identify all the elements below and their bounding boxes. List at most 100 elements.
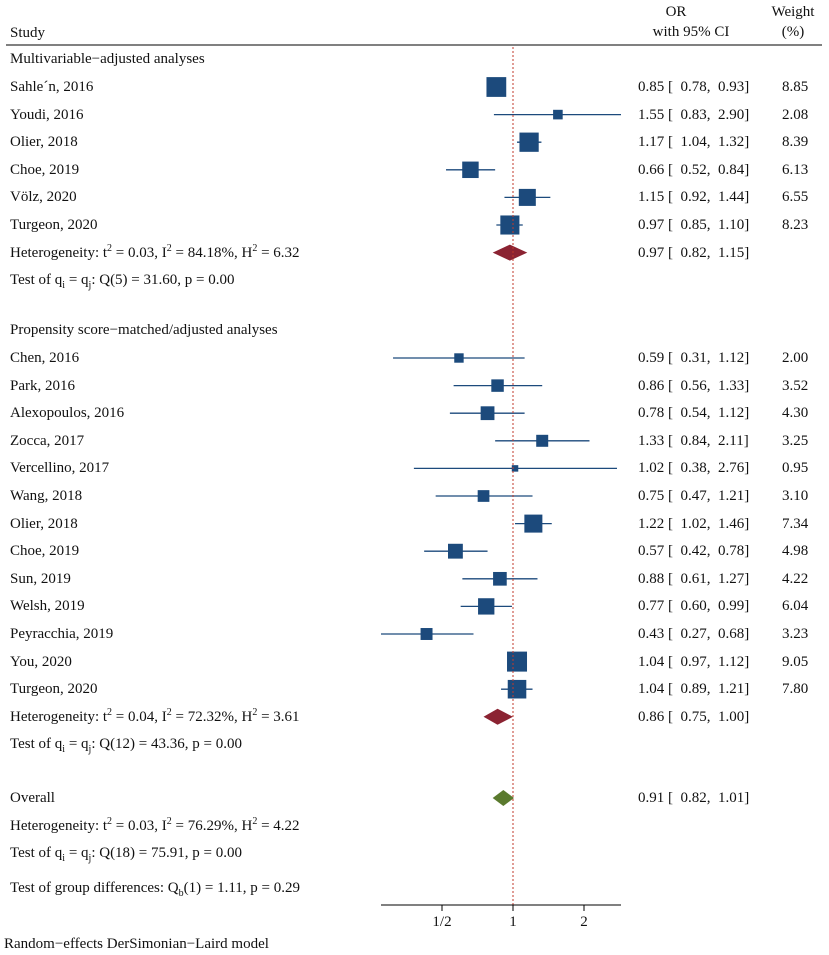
overall-summary-or-ci: 0.91 [ 0.82, 1.01] xyxy=(638,790,750,806)
group-1-study-4-weight: 6.13 xyxy=(782,161,809,178)
group-2-study-8-or-ci: 0.57 [ 0.42, 0.78] xyxy=(638,543,750,560)
group-2-study-3-or-ci: 0.78 [ 0.54, 1.12] xyxy=(638,405,750,422)
group-1-study-1-box xyxy=(486,77,507,97)
group-2-study-8-box xyxy=(448,543,463,559)
group-2-study-10-weight: 6.04 xyxy=(782,598,809,615)
group-differences-test: Test of group differences: Qb(1) = 1.11,… xyxy=(10,880,300,899)
group-2-study-4-weight: 3.25 xyxy=(782,432,809,449)
header-weight: Weight xyxy=(771,4,815,20)
group-2-study-7-name: Olier, 2018 xyxy=(10,515,78,532)
overall-label: Overall xyxy=(10,790,55,806)
header-or: OR xyxy=(665,4,687,20)
group-1-study-6-name: Turgeon, 2020 xyxy=(10,217,98,233)
group-2-study-4-or-ci: 1.33 [ 0.84, 2.11] xyxy=(638,432,749,449)
group-2-study-4-box xyxy=(536,434,549,447)
group-2-study-12-box xyxy=(507,651,528,672)
group-2-study-13-weight: 7.80 xyxy=(782,681,809,698)
group-1-study-2-box xyxy=(553,109,563,120)
group-2-study-12-or-ci: 1.04 [ 0.97, 1.12] xyxy=(638,653,750,670)
group-1-summary-or-ci: 0.97 [ 0.82, 1.15] xyxy=(638,244,750,261)
group-2-study-7-weight: 7.34 xyxy=(782,515,809,532)
group-2-study-7-box xyxy=(524,514,543,533)
group-2-study-10-name: Welsh, 2019 xyxy=(10,598,85,615)
group-2-study-1-box xyxy=(454,353,464,363)
group-1-study-1-name: Sahle´n, 2016 xyxy=(10,79,94,95)
group-2-study-8-name: Choe, 2019 xyxy=(10,543,80,560)
group-1-study-5-box xyxy=(518,188,536,206)
group-1-summary-diamond xyxy=(492,244,528,261)
group-2-study-6-name: Wang, 2018 xyxy=(10,488,83,504)
group-2-study-1-name: Chen, 2016 xyxy=(10,350,80,366)
group-2-study-5-box xyxy=(511,465,519,472)
group-2-study-3-weight: 4.30 xyxy=(782,405,809,422)
group-2-study-9-weight: 4.22 xyxy=(782,570,809,587)
group-2-study-5-name: Vercellino, 2017 xyxy=(10,460,110,477)
group-1-study-1-or-ci: 0.85 [ 0.78, 0.93] xyxy=(638,79,750,95)
group-2-study-1-weight: 2.00 xyxy=(782,350,809,366)
group-2-study-13-box xyxy=(507,679,527,699)
group-2-study-6-box xyxy=(477,490,490,502)
header-study: Study xyxy=(10,25,46,41)
group-2-summary-diamond xyxy=(483,708,513,725)
group-1-study-5-weight: 6.55 xyxy=(782,189,809,206)
x-tick-label-1: 1/2 xyxy=(432,914,452,930)
group-1-study-4-name: Choe, 2019 xyxy=(10,161,80,178)
group-1-study-4-box xyxy=(462,161,479,179)
group-1-study-5-or-ci: 1.15 [ 0.92, 1.44] xyxy=(638,189,750,206)
group-2-study-2-name: Park, 2016 xyxy=(10,377,75,394)
x-tick-label-3: 2 xyxy=(580,914,588,930)
group-2-study-7-or-ci: 1.22 [ 1.02, 1.46] xyxy=(638,515,750,532)
group-2-study-3-box xyxy=(480,406,495,421)
group-1-study-3-or-ci: 1.17 [ 1.04, 1.32] xyxy=(638,134,750,151)
group-2-study-2-or-ci: 0.86 [ 0.56, 1.33] xyxy=(638,377,750,394)
group-2-summary-or-ci: 0.86 [ 0.75, 1.00] xyxy=(638,708,750,725)
group-1-study-3-name: Olier, 2018 xyxy=(10,134,78,151)
group-1-study-2-or-ci: 1.55 [ 0.83, 2.90] xyxy=(638,106,750,123)
group-2-study-4-name: Zocca, 2017 xyxy=(10,432,85,449)
group-2-study-10-or-ci: 0.77 [ 0.60, 0.99] xyxy=(638,598,750,615)
group-2-study-5-weight: 0.95 xyxy=(782,460,809,477)
group-1-heterogeneity: Heterogeneity: t2 = 0.03, I2 = 84.18%, H… xyxy=(10,242,300,261)
group-2-heterogeneity: Heterogeneity: t2 = 0.04, I2 = 72.32%, H… xyxy=(10,706,300,725)
footnote: Random−effects DerSimonian−Laird model xyxy=(4,936,269,952)
group-2-study-2-weight: 3.52 xyxy=(782,377,809,394)
group-2-study-9-box xyxy=(493,571,507,586)
group-2-study-13-or-ci: 1.04 [ 0.89, 1.21] xyxy=(638,681,750,698)
group-2-study-5-or-ci: 1.02 [ 0.38, 2.76] xyxy=(638,460,750,477)
group-2-study-11-box xyxy=(420,628,433,640)
group-1-study-6-weight: 8.23 xyxy=(782,217,809,233)
group-1-title: Multivariable−adjusted analyses xyxy=(10,51,205,67)
group-2-study-3-name: Alexopoulos, 2016 xyxy=(10,405,125,422)
group-2-study-6-weight: 3.10 xyxy=(782,488,809,504)
group-2-study-12-name: You, 2020 xyxy=(10,653,72,670)
group-2-study-11-or-ci: 0.43 [ 0.27, 0.68] xyxy=(638,626,750,642)
group-1-study-3-weight: 8.39 xyxy=(782,134,809,151)
group-1-study-2-name: Youdi, 2016 xyxy=(10,106,84,123)
header-weight-unit: (%) xyxy=(781,24,805,40)
group-1-test: Test of qi = qj: Q(5) = 31.60, p = 0.00 xyxy=(10,272,235,292)
overall-test: Test of qi = qj: Q(18) = 75.91, p = 0.00 xyxy=(10,845,242,865)
group-2-study-1-or-ci: 0.59 [ 0.31, 1.12] xyxy=(638,350,750,366)
overall-summary-diamond xyxy=(492,790,515,806)
group-2-study-10-box xyxy=(478,598,495,615)
group-2-study-9-or-ci: 0.88 [ 0.61, 1.27] xyxy=(638,570,750,587)
group-1-study-6-box xyxy=(500,215,520,235)
x-tick-label-2: 1 xyxy=(509,914,517,930)
group-2-study-11-weight: 3.23 xyxy=(782,626,809,642)
group-2-study-2-box xyxy=(491,379,504,392)
group-2-study-8-weight: 4.98 xyxy=(782,543,809,560)
group-2-study-9-name: Sun, 2019 xyxy=(10,570,71,587)
group-1-study-1-weight: 8.85 xyxy=(782,79,809,95)
group-1-study-6-or-ci: 0.97 [ 0.85, 1.10] xyxy=(638,217,750,233)
header-ci: with 95% CI xyxy=(652,24,730,40)
group-2-study-13-name: Turgeon, 2020 xyxy=(10,681,98,698)
group-1-study-3-box xyxy=(519,132,539,152)
group-2-study-6-or-ci: 0.75 [ 0.47, 1.21] xyxy=(638,488,750,504)
group-2-test: Test of qi = qj: Q(12) = 43.36, p = 0.00 xyxy=(10,736,242,756)
group-2-study-11-name: Peyracchia, 2019 xyxy=(10,626,114,642)
group-2-title: Propensity score−matched/adjusted analys… xyxy=(10,322,278,338)
group-1-study-4-or-ci: 0.66 [ 0.52, 0.84] xyxy=(638,161,750,178)
group-1-study-2-weight: 2.08 xyxy=(782,106,809,123)
group-1-study-5-name: Völz, 2020 xyxy=(10,189,77,206)
